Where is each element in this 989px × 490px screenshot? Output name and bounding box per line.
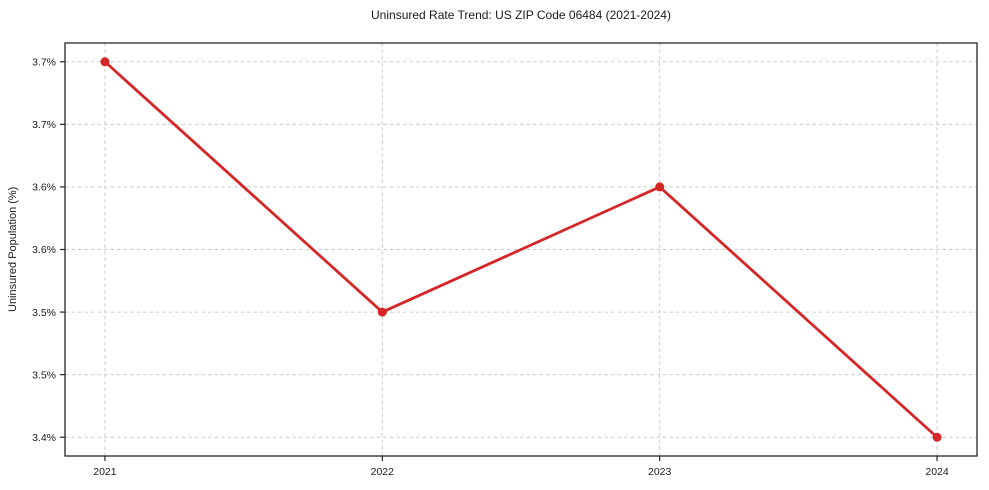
x-tick-label: 2024 [925, 466, 949, 478]
data-point-marker [377, 307, 387, 317]
x-tick-label: 2022 [371, 466, 395, 478]
data-point-marker [932, 432, 942, 442]
y-tick-label: 3.4% [32, 432, 56, 444]
y-tick-label: 3.5% [32, 369, 56, 381]
y-tick-label: 3.7% [32, 119, 56, 131]
y-tick-label: 3.5% [32, 307, 56, 319]
x-tick-label: 2023 [648, 466, 672, 478]
chart-title: Uninsured Rate Trend: US ZIP Code 06484 … [371, 8, 671, 22]
data-point-marker [655, 182, 665, 192]
y-tick-label: 3.7% [32, 56, 56, 68]
data-point-marker [100, 57, 110, 67]
plot-border [64, 42, 978, 457]
y-tick-label: 3.6% [32, 244, 56, 256]
x-tick-label: 2021 [93, 466, 117, 478]
trend-line [103, 60, 939, 439]
y-tick-label: 3.6% [32, 182, 56, 194]
